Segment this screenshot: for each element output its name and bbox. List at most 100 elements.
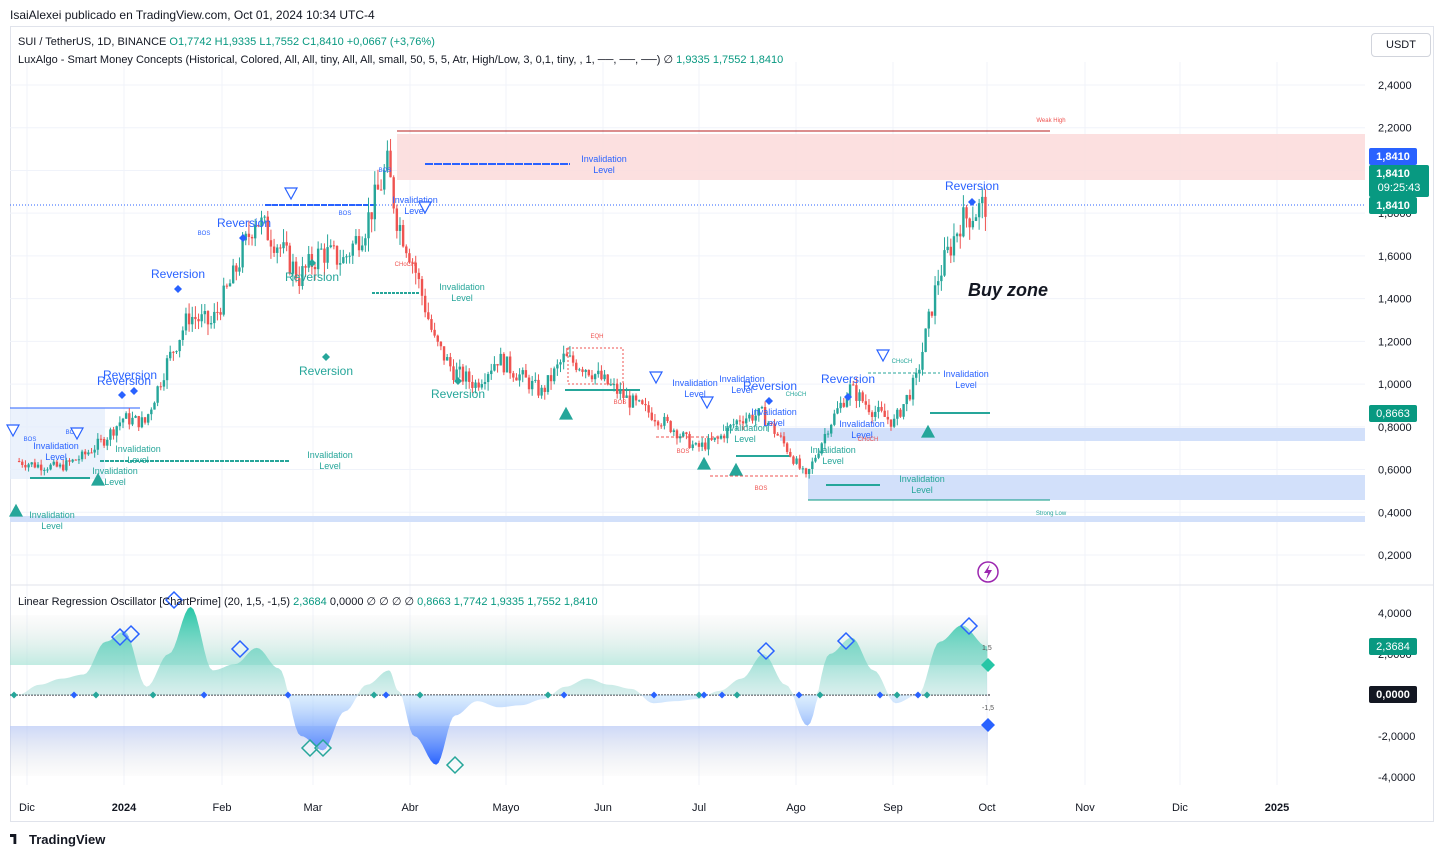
candle-body [977, 203, 981, 218]
candle-body [401, 225, 405, 247]
diamond-marker [454, 377, 462, 385]
candle-body [241, 240, 244, 268]
candle-body [899, 409, 902, 417]
candle-body [779, 435, 783, 437]
bos-label: BOS [755, 486, 768, 492]
candle-body [39, 464, 43, 471]
candle-body [257, 225, 260, 227]
candle-body [546, 375, 550, 392]
candle-body [927, 311, 930, 329]
candle-body [748, 414, 751, 419]
candle-body [106, 439, 109, 446]
candle-body [955, 233, 959, 237]
osc-signal-diamond [445, 755, 465, 775]
candle-body [216, 311, 219, 313]
reversion-label: Reversion [217, 216, 271, 230]
candle-body [231, 265, 235, 284]
candle-body [682, 432, 685, 437]
candle-body [795, 458, 798, 464]
time-tick-label: Nov [1075, 802, 1095, 814]
candle-body [417, 272, 421, 280]
triangle-down-icon [283, 187, 299, 201]
change-value: +0,0667 (+3,76%) [346, 36, 435, 48]
level-label: Level [41, 521, 63, 531]
osc-value-badge [1369, 638, 1417, 655]
level-label: Level [319, 461, 341, 471]
candle-body [861, 392, 864, 402]
structure-lines [10, 163, 1365, 486]
osc-upper-signal-diamond [981, 658, 995, 672]
candle-body [115, 426, 118, 436]
candle-body [490, 370, 493, 375]
candle-body [282, 242, 285, 249]
countdown-badge [1369, 165, 1429, 197]
candle-body [713, 437, 716, 440]
strong-low-label: Strong Low [1036, 511, 1067, 517]
candle-body [817, 453, 820, 458]
candle-body [93, 449, 96, 453]
reversion-label: Reversion [299, 364, 353, 378]
candle-body [606, 374, 609, 385]
candle-body [697, 443, 701, 447]
candle-body [949, 246, 953, 256]
symbol-legend[interactable]: SUI / TetherUS, 1D, BINANCE O1,7742 H1,9… [18, 36, 435, 48]
candle-body [971, 220, 975, 228]
candle-body [84, 451, 87, 455]
indicator-legend[interactable]: LuxAlgo - Smart Money Concepts (Historic… [18, 53, 783, 66]
candle-body [600, 370, 603, 380]
choch-label: CHoCH [395, 262, 416, 268]
candle-body [118, 422, 122, 427]
lightning-icon[interactable] [977, 561, 999, 583]
osc-zero-badge [1369, 686, 1417, 703]
candle-body [735, 420, 738, 425]
candle-body [804, 468, 808, 475]
candle-body [55, 461, 59, 467]
candle-body [660, 425, 663, 427]
smc-annotations: InvalidationLevelInvalidationLevelInvali… [5, 118, 1067, 531]
countdown-text: 09:25:43 [1378, 182, 1421, 194]
candle-body [483, 382, 487, 385]
diamond-marker [130, 387, 138, 395]
osc-tick-label: -2,0000 [1378, 731, 1415, 743]
candle-body [439, 341, 443, 347]
candle-body [691, 444, 694, 449]
invalidation-label: Invalidation [719, 374, 765, 384]
candle-body [74, 459, 77, 461]
candle-body [807, 469, 811, 475]
candle-body [87, 452, 90, 455]
price-tick-label: 0,6000 [1378, 465, 1412, 477]
candle-body [537, 379, 540, 396]
candle-body [515, 377, 518, 381]
candle-body [543, 387, 546, 392]
diamond-marker [765, 397, 773, 405]
time-axis[interactable]: Dic 2024 Feb Mar Abr Mayo Jun Jul Ago Sep Oct Nov Di… [19, 802, 1289, 814]
candle-body [650, 412, 653, 420]
candle-body [134, 416, 137, 418]
currency-button[interactable]: USDT [1371, 33, 1431, 57]
oscillator-values-colored: 0,8663 1,7742 1,9335 1,7552 1,8410 [417, 596, 598, 608]
candle-body [433, 329, 436, 336]
candle-body [502, 353, 506, 373]
oscillator-name: Linear Regression Oscillator [ChartPrime… [18, 596, 291, 608]
osc-tick-label: 4,0000 [1378, 608, 1412, 620]
osc-cross-marker [733, 691, 741, 699]
candle-body [924, 328, 927, 352]
candle-body [140, 417, 144, 428]
diamond-marker [308, 259, 316, 267]
last-price-text: 1,8410 [1376, 151, 1410, 163]
candle-body [754, 415, 757, 421]
invalidation-label: Invalidation [307, 450, 353, 460]
candle-body [436, 335, 439, 342]
candle-body [71, 459, 74, 462]
choch-label: CHoCH [786, 392, 807, 398]
candle-body [760, 407, 764, 409]
candle-body [24, 464, 27, 468]
triangle-up-icon [728, 462, 744, 476]
demand-zone-mid [808, 475, 1365, 500]
candle-body [203, 311, 207, 315]
oscillator-legend[interactable]: Linear Regression Oscillator [ChartPrime… [18, 595, 598, 608]
time-tick-label: Dic [19, 802, 35, 814]
candle-body [918, 369, 921, 373]
candle-body [96, 438, 100, 450]
